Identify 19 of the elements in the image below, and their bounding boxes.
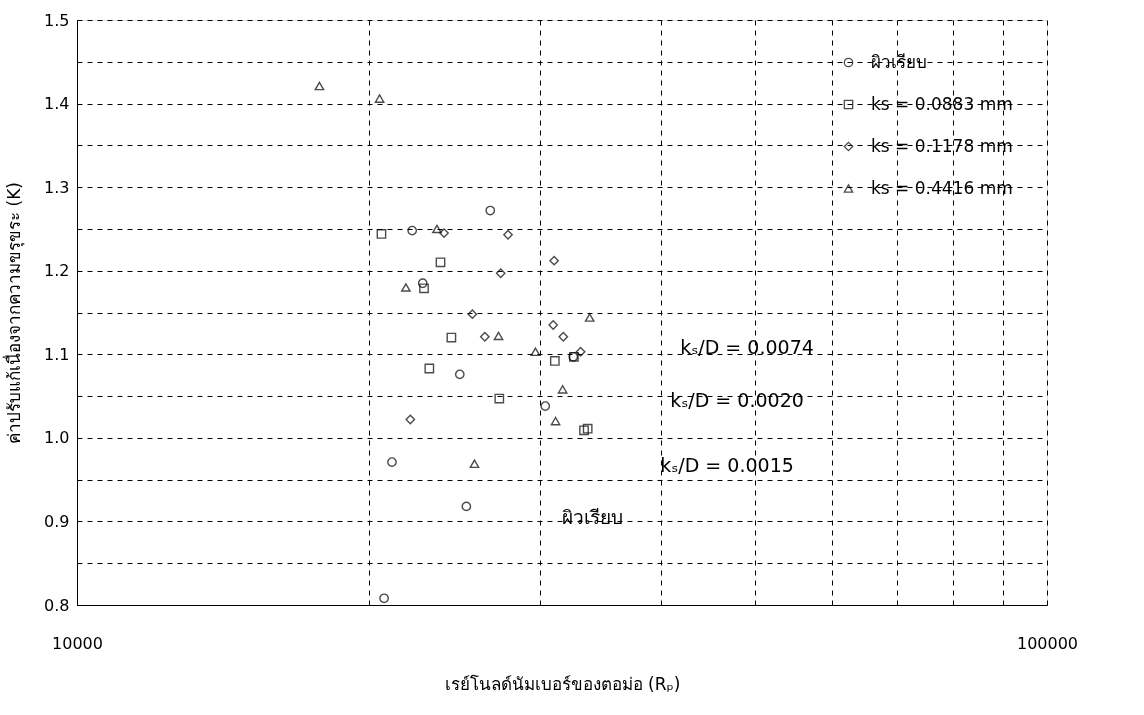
y-tick-label: 1.5	[44, 10, 70, 30]
y-tick-label: 1.0	[44, 428, 70, 448]
legend-label: ks = 0.4416 mm	[871, 177, 1013, 198]
legend-label: ks = 0.0883 mm	[871, 93, 1013, 114]
y-tick-label: 0.9	[44, 511, 70, 531]
x-tick-label: 100000	[1016, 633, 1079, 653]
y-tick-label: 1.4	[44, 94, 70, 114]
y-tick-label: 1.2	[44, 261, 70, 281]
x-axis-title: เรย์โนลด์นัมเบอร์ของตอม่อ (Rₚ)	[444, 673, 681, 694]
y-axis-title: ค่าปรับแก้เนื่องจากความขรุขระ (K)	[2, 182, 26, 444]
annotation: kₛ/D = 0.0074	[680, 336, 814, 358]
y-tick-label: 0.8	[44, 595, 70, 615]
annotation: kₛ/D = 0.0020	[670, 389, 804, 411]
annotation: kₛ/D = 0.0015	[660, 454, 794, 476]
legend-label: ผิวเรียบ	[871, 51, 927, 72]
y-tick-label: 1.3	[44, 177, 70, 197]
annotation: ผิวเรียบ	[561, 506, 623, 528]
y-tick-label: 1.1	[44, 344, 70, 364]
x-tick-label: 10000	[52, 633, 103, 653]
